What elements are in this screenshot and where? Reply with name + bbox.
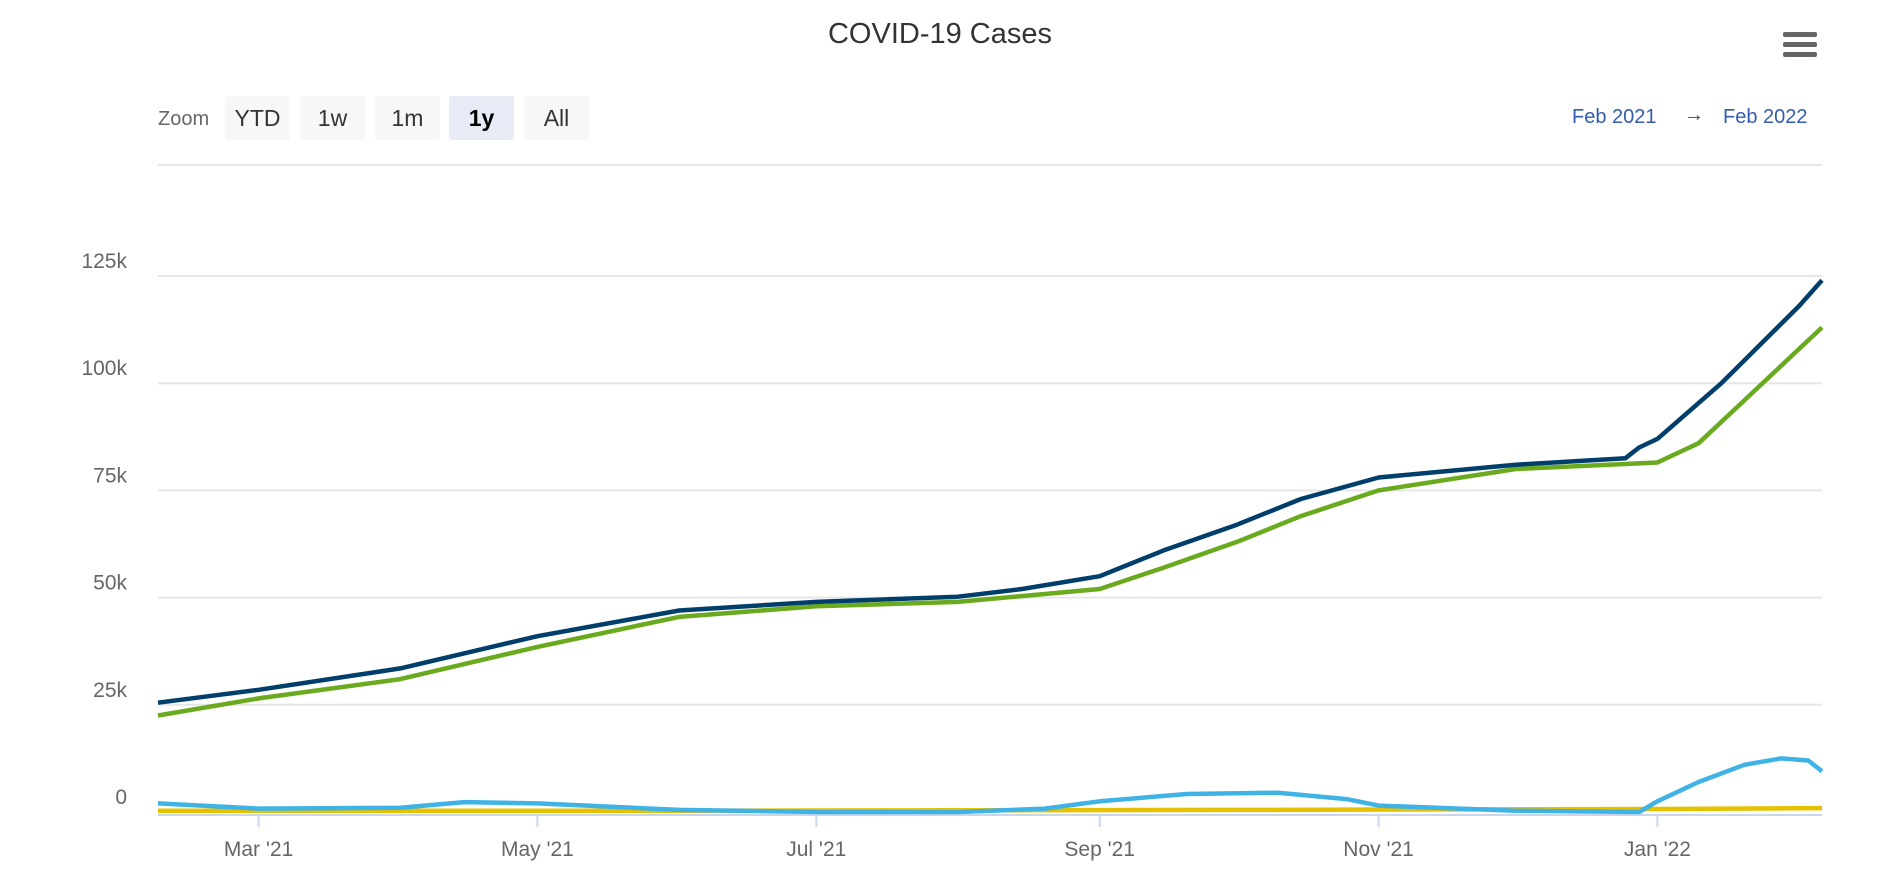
x-tick-label: Nov '21 [1343, 838, 1414, 861]
series-line-0[interactable] [157, 278, 1824, 705]
y-tick-label: 50k [93, 572, 127, 595]
series-line-1[interactable] [157, 325, 1824, 718]
zoom-1m-button[interactable]: 1m [375, 96, 440, 140]
chart-title: COVID-19 Cases [827, 18, 1052, 50]
range-arrow: → [1684, 104, 1704, 126]
y-tick-label: 125k [81, 250, 127, 273]
y-tick-label: 100k [81, 357, 127, 380]
y-tick-label: 0 [115, 786, 127, 809]
x-tick-label: Jul '21 [786, 838, 846, 861]
range-from[interactable]: Feb 2021 [1572, 106, 1657, 128]
zoom-all-button[interactable]: All [524, 96, 589, 140]
x-tick-label: Mar '21 [224, 838, 293, 861]
series-line-3[interactable] [158, 805, 1823, 813]
zoom-label: Zoom [158, 108, 210, 130]
hamburger-menu-icon[interactable] [1783, 32, 1817, 58]
y-tick-label: 25k [93, 679, 127, 702]
zoom-1w-button[interactable]: 1w [300, 96, 365, 140]
zoom-1y-button[interactable]: 1y [449, 96, 514, 140]
series-line-2[interactable] [157, 756, 1824, 815]
x-tick-label: Sep '21 [1064, 838, 1135, 861]
y-tick-label: 75k [93, 464, 127, 487]
x-tick-label: Jan '22 [1624, 838, 1691, 861]
zoom-ytd-button[interactable]: YTD [225, 96, 290, 140]
x-tick-label: May '21 [501, 838, 574, 861]
range-to[interactable]: Feb 2022 [1723, 106, 1808, 128]
